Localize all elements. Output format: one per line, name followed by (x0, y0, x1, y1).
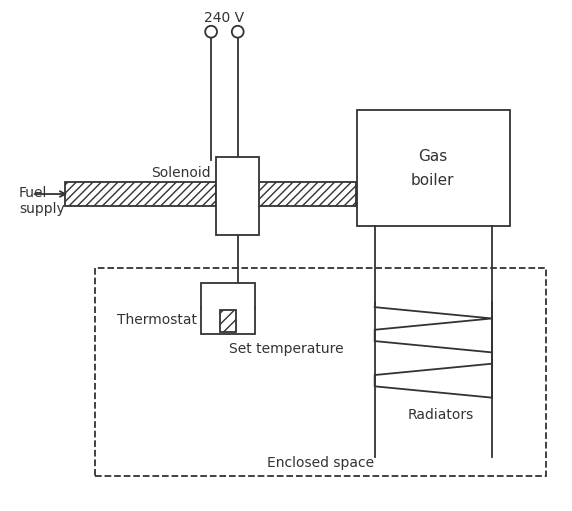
Bar (257, 182, 356, 206)
Bar (65, 182, 216, 206)
Bar (357, 110, 510, 226)
Bar (201, 283, 256, 334)
Bar (216, 157, 259, 236)
Text: Radiators: Radiators (408, 408, 474, 423)
Bar (95, 268, 546, 476)
Text: Thermostat: Thermostat (117, 313, 197, 327)
Text: Fuel
supply: Fuel supply (19, 186, 65, 216)
Text: 240 V: 240 V (204, 11, 244, 25)
Text: Set temperature: Set temperature (229, 342, 343, 357)
Text: Solenoid: Solenoid (152, 167, 211, 180)
Bar (220, 310, 236, 332)
Text: Enclosed space: Enclosed space (267, 456, 374, 470)
Text: Gas
boiler: Gas boiler (411, 149, 455, 188)
